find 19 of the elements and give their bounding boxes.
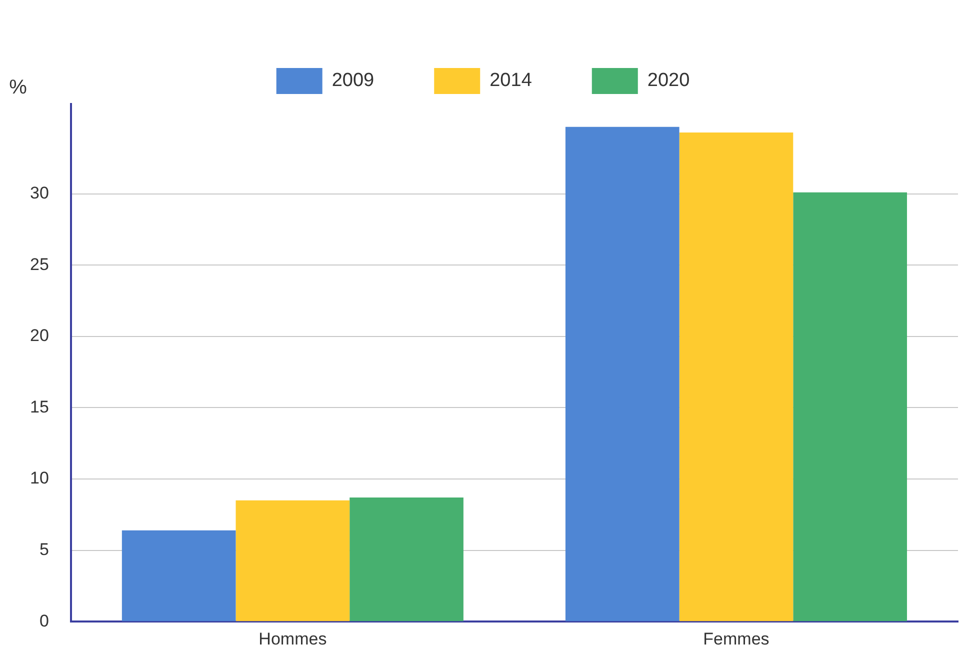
bar	[679, 132, 794, 622]
y-tick-label: 10	[30, 468, 49, 488]
x-tick-label: Hommes	[258, 629, 327, 648]
bar	[565, 126, 680, 622]
bar	[236, 500, 350, 622]
bar	[350, 498, 464, 622]
y-tick-label: 5	[39, 540, 49, 559]
y-tick-label: 15	[30, 397, 49, 416]
y-tick-label: 30	[30, 184, 49, 203]
bar	[793, 192, 907, 622]
legend-label: 2014	[490, 70, 532, 92]
legend-label: 2020	[647, 70, 690, 92]
x-tick-label: Femmes	[703, 629, 770, 648]
bar	[122, 530, 236, 622]
y-tick-label: 25	[30, 254, 49, 274]
y-tick-label: 20	[30, 326, 49, 346]
y-axis-title: %	[9, 76, 28, 99]
y-tick-label: 0	[39, 611, 49, 630]
legend-label: 2009	[332, 70, 374, 92]
